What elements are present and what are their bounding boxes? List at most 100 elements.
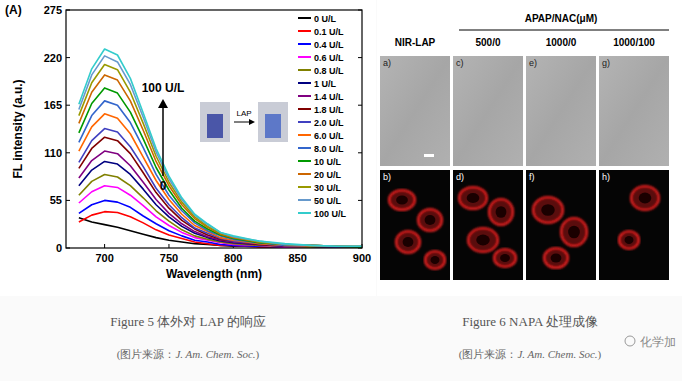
source-suffix: ) (256, 348, 260, 361)
nucleus (403, 237, 414, 247)
legend-label: 0.6 U/L (314, 53, 344, 63)
x-tick (104, 244, 105, 248)
column-header: 1000/0 (546, 37, 577, 48)
cell (544, 248, 568, 268)
nucleus (476, 235, 490, 246)
nucleus (551, 254, 562, 263)
source-journal: J. Am. Chem. Soc. (175, 348, 255, 360)
cell (459, 187, 487, 209)
spectrum-line (79, 88, 362, 247)
x-axis-label: Wavelength (nm) (166, 267, 262, 281)
arrow-head (249, 119, 255, 125)
caption-text: NAPA 处理成像 (509, 314, 598, 329)
legend-label: 50 U/L (314, 196, 342, 206)
annotation: 100 U/L (142, 81, 185, 95)
spectrum-line (79, 101, 362, 247)
y-tick-label: 220 (44, 52, 62, 64)
panel-label: f) (529, 172, 535, 182)
cell (494, 249, 516, 267)
cell (389, 190, 415, 210)
legend-swatch (298, 30, 311, 32)
spectrum-line (79, 129, 362, 248)
y-tick-label: 0 (56, 242, 62, 254)
nucleus (431, 256, 440, 264)
spectrum-line (79, 137, 362, 247)
nucleus (541, 204, 555, 216)
y-axis-label: FL intensity (a.u.) (11, 79, 25, 178)
legend-swatch (298, 212, 311, 214)
chart-background (0, 0, 376, 296)
legend-swatch (298, 108, 311, 110)
cell (561, 218, 587, 246)
column-header: NIR-LAP (395, 37, 436, 48)
watermark: 化学加 (640, 335, 676, 349)
caption-source: (图片来源：J. Am. Chem. Soc.) (459, 348, 602, 361)
panel-label: c) (456, 58, 464, 68)
nucleus (568, 226, 580, 239)
x-tick-label: 750 (160, 252, 178, 264)
x-tick (168, 244, 169, 248)
fluorescence-image (453, 170, 523, 280)
panel-title: (A) (5, 3, 22, 17)
source-suffix: ) (598, 348, 602, 361)
image-panel-background (377, 0, 682, 296)
panel-label: d) (456, 172, 464, 182)
legend-swatch (298, 160, 311, 162)
caption-text: 体外对 LAP 的响应 (157, 314, 266, 329)
figure: (A)055110165220275700750800850900Wavelen… (0, 0, 682, 381)
legend-label: 1.4 U/L (314, 92, 344, 102)
y-tick-label: 110 (44, 147, 62, 159)
plot-lines (79, 49, 362, 248)
legend-swatch (298, 121, 311, 123)
panel-label: g) (602, 58, 610, 68)
legend-label: 1 U/L (314, 79, 337, 89)
brightfield-image (453, 56, 523, 166)
legend-label: 0.1 U/L (314, 27, 344, 37)
nucleus (625, 236, 634, 244)
panel-label: a) (383, 58, 391, 68)
inset-cuvette (207, 114, 223, 138)
legend-swatch (298, 82, 311, 84)
spectrum-line (79, 65, 362, 247)
fluorescence-image (599, 170, 669, 280)
legend-label: 1.8 U/L (314, 105, 344, 115)
scale-bar (424, 154, 434, 157)
column-header: 500/0 (475, 37, 500, 48)
cell (425, 251, 445, 269)
cell (619, 231, 639, 249)
panel-label: h) (602, 172, 610, 182)
legend-swatch (298, 95, 311, 97)
legend-swatch (298, 43, 311, 45)
legend-label: 0 U/L (314, 14, 337, 24)
inset-photo (200, 102, 230, 142)
arrow-head (158, 99, 168, 108)
cell (631, 186, 659, 210)
legend-swatch (298, 173, 311, 175)
legend-label: 0.4 U/L (314, 40, 344, 50)
legend-label: 6.0 U/L (314, 131, 344, 141)
caption-figure: Figure 6 (462, 314, 509, 329)
annotation: LAP (236, 109, 251, 118)
legend-swatch (298, 69, 311, 71)
x-tick-label: 700 (95, 252, 113, 264)
legend-label: 2.0 U/L (314, 118, 344, 128)
legend-label: 100 U/L (314, 209, 347, 219)
brightfield-image (526, 56, 596, 166)
group-rule (459, 30, 669, 31)
x-tick-label: 800 (224, 252, 242, 264)
brightfield-image (380, 56, 450, 166)
inset-cuvette (265, 114, 281, 138)
legend-swatch (298, 199, 311, 201)
legend-swatch (298, 17, 311, 19)
spectrum-line (79, 75, 362, 246)
source-prefix: (图片来源： (117, 348, 176, 361)
nucleus (467, 193, 480, 203)
inset-photo (258, 102, 288, 142)
background (0, 0, 682, 381)
spectrum-line (79, 114, 362, 247)
fluorescence-image (380, 170, 450, 280)
arrow (162, 104, 164, 176)
caption-source: (图片来源：J. Am. Chem. Soc.) (117, 348, 260, 361)
legend-swatch (298, 134, 311, 136)
y-tick-label: 165 (44, 99, 62, 111)
